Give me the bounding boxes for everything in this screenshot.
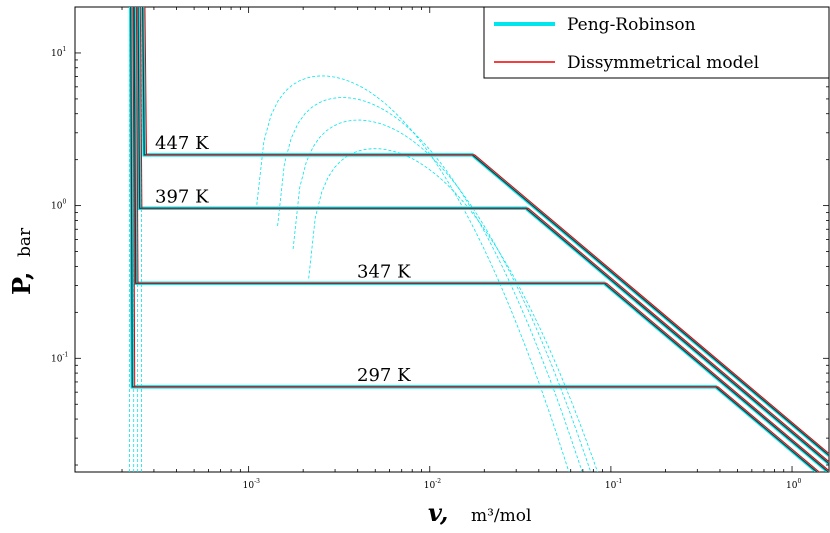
y-tick-label: 100	[51, 199, 66, 212]
y-axis-label: P,	[7, 272, 36, 295]
y-axis-unit: bar	[15, 227, 35, 257]
x-tick-label: 100	[786, 478, 801, 491]
isotherm-series	[128, 7, 829, 472]
x-axis-unit: m³/mol	[471, 506, 531, 526]
isotherm-dissym-line	[132, 7, 821, 472]
isotherm-labels: 447 K 397 K 347 K 297 K	[155, 133, 411, 386]
plot-area	[74, 6, 830, 473]
y-tick-label: 10-1	[51, 351, 68, 364]
dashed-curve	[292, 119, 592, 472]
legend-box	[483, 6, 830, 79]
x-tick-label: 10-2	[424, 478, 441, 491]
x-tick-label: 10-3	[243, 478, 260, 491]
isotherm-label: 297 K	[357, 365, 411, 386]
isotherm-label: 397 K	[155, 186, 209, 207]
legend-label-peng-robinson: Peng-Robinson	[567, 15, 696, 35]
legend: Peng-Robinson Dissymmetrical model	[483, 6, 830, 79]
isotherm-label: 447 K	[155, 133, 209, 154]
isotherm-dissym-line	[144, 7, 829, 454]
dashed-curve	[256, 75, 570, 472]
x-tick-label: 10-1	[605, 478, 622, 491]
x-axis-label: v,	[428, 498, 448, 527]
x-axis-title: v, m³/mol	[428, 498, 531, 527]
dashed-curve	[277, 97, 583, 472]
legend-label-dissymmetrical: Dissymmetrical model	[567, 53, 759, 73]
isotherm-label: 347 K	[357, 261, 411, 282]
y-axis-title: P, bar	[7, 227, 36, 295]
dashed-curve	[308, 148, 599, 472]
y-tick-label: 101	[51, 46, 66, 59]
isotherm-dissym-line	[139, 7, 829, 463]
isotherm-dissym-line	[135, 7, 829, 472]
